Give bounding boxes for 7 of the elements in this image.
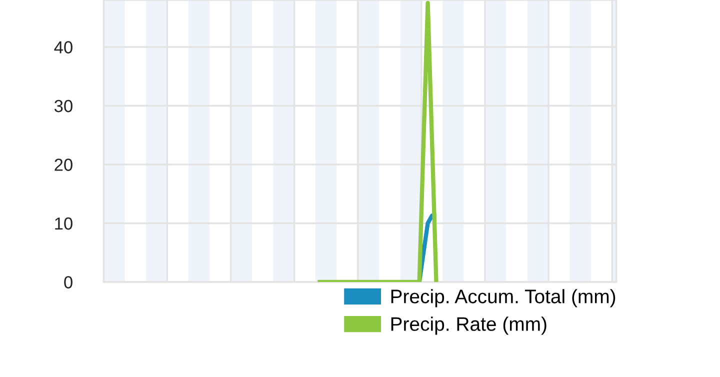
y-tick-label: 40 bbox=[54, 41, 72, 54]
y-tick-label: 10 bbox=[55, 217, 72, 230]
y-tick-label: 0 bbox=[64, 276, 72, 288]
legend-label: Precip. Accum. Total (mm) bbox=[391, 289, 616, 308]
legend-label: Precip. Rate (mm) bbox=[391, 316, 546, 335]
y-tick-label: 20 bbox=[54, 158, 72, 171]
y-tick-label: 30 bbox=[54, 100, 72, 112]
